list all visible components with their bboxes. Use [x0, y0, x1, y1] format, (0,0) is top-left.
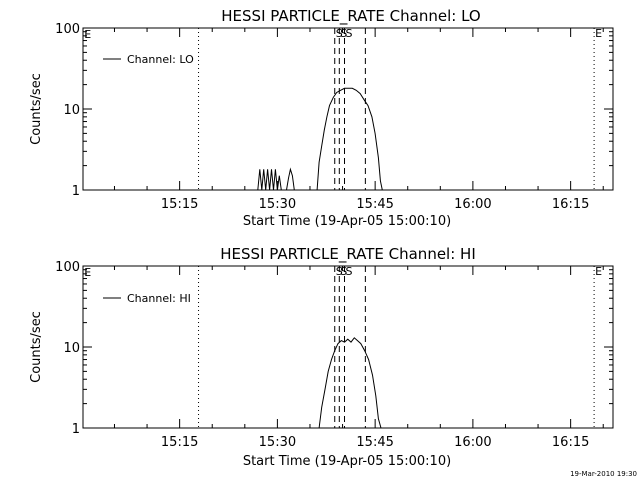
y-tick-label: 10	[63, 103, 80, 118]
x-tick-label: 15:15	[161, 197, 198, 212]
footer-timestamp: 19-Mar-2010 19:30	[570, 470, 637, 478]
y-tick-label: 10	[63, 341, 80, 356]
marker-label: S	[346, 265, 353, 278]
marker-label: E	[595, 265, 602, 278]
y-axis: 1 10 100	[55, 260, 613, 437]
series-group	[257, 87, 383, 191]
plot-frame	[82, 265, 614, 429]
x-tick-label: 15:30	[259, 435, 296, 450]
chart-title: HESSI PARTICLE_RATE Channel: LO	[221, 7, 480, 26]
x-tick-label: 16:00	[454, 435, 491, 450]
marker-label: S	[340, 265, 347, 278]
event-markers: ESSSE	[84, 27, 602, 190]
series-group	[318, 337, 382, 429]
y-tick-label: 1	[72, 184, 80, 199]
marker-label: E	[595, 27, 602, 40]
legend: Channel: HI	[103, 292, 191, 305]
y-tick-label: 100	[55, 22, 80, 37]
marker-label: S	[346, 27, 353, 40]
x-axis-label: Start Time (19-Apr-05 15:00:10)	[243, 214, 451, 229]
x-tick-label: 15:30	[259, 197, 296, 212]
legend-label: Channel: LO	[127, 53, 194, 66]
legend-label: Channel: HI	[127, 292, 191, 305]
x-tick-label: 15:15	[161, 435, 198, 450]
y-tick-label: 100	[55, 260, 80, 275]
x-tick-label: 15:45	[356, 197, 393, 212]
y-tick-label: 1	[72, 422, 80, 437]
y-axis-label: Counts/sec	[29, 73, 44, 145]
y-axis: 1 10 100	[55, 22, 613, 199]
chart-panel-hi: HESSI PARTICLE_RATE Channel: HI 1 10 100 1…	[29, 245, 614, 469]
x-tick-label: 16:00	[454, 197, 491, 212]
event-markers: ESSSE	[84, 265, 602, 428]
x-tick-label: 16:15	[552, 197, 589, 212]
x-tick-label: 16:15	[552, 435, 589, 450]
marker-label: E	[84, 28, 91, 41]
x-tick-label: 15:45	[356, 435, 393, 450]
chart-panel-lo: HESSI PARTICLE_RATE Channel: LO 1 10 100 1…	[29, 7, 614, 229]
chart-title: HESSI PARTICLE_RATE Channel: HI	[220, 245, 476, 264]
y-axis-label: Counts/sec	[29, 311, 44, 383]
x-axis-label: Start Time (19-Apr-05 15:00:10)	[243, 454, 451, 469]
marker-label: E	[84, 266, 91, 279]
series-line	[318, 337, 382, 429]
marker-label: S	[340, 27, 347, 40]
series-line	[257, 87, 383, 191]
legend: Channel: LO	[103, 53, 194, 66]
